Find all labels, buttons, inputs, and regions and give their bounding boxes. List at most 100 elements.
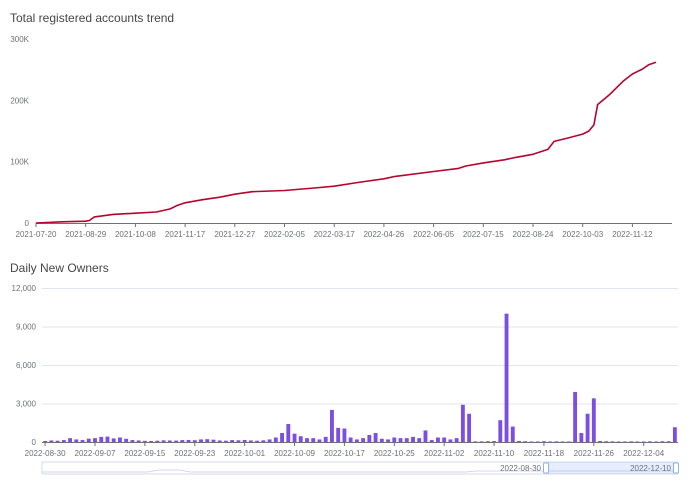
bar bbox=[504, 313, 509, 442]
bar bbox=[492, 441, 496, 442]
zoom-selected-range[interactable] bbox=[546, 462, 676, 474]
x-tick-label: 2021-08-29 bbox=[65, 230, 106, 239]
x-tick-label: 2022-09-07 bbox=[75, 449, 116, 458]
bar bbox=[317, 439, 322, 442]
bar bbox=[660, 441, 665, 442]
bar bbox=[286, 424, 291, 442]
bar bbox=[654, 441, 659, 442]
y-tick-label: 100K bbox=[10, 158, 29, 167]
y-tick-label: 0 bbox=[32, 438, 37, 447]
bar bbox=[585, 413, 590, 442]
y-tick-label: 9,000 bbox=[16, 323, 37, 332]
bar bbox=[130, 440, 135, 442]
bar bbox=[267, 439, 272, 442]
bar bbox=[86, 438, 91, 442]
bar bbox=[330, 409, 334, 442]
bar bbox=[80, 440, 85, 442]
bar bbox=[192, 440, 197, 442]
bar bbox=[111, 438, 116, 442]
bar bbox=[61, 440, 66, 442]
bar bbox=[230, 440, 235, 442]
bar bbox=[93, 438, 97, 442]
bar bbox=[180, 440, 185, 442]
bar bbox=[411, 436, 415, 442]
bar bbox=[323, 436, 328, 442]
bar bbox=[498, 420, 503, 442]
bar bbox=[454, 438, 459, 442]
x-tick-label: 2022-06-05 bbox=[413, 230, 454, 239]
bar bbox=[566, 441, 571, 442]
bar bbox=[629, 441, 634, 442]
bar bbox=[648, 441, 652, 442]
zoom-end-label: 2022-12-10 bbox=[630, 464, 671, 473]
bar bbox=[436, 437, 440, 442]
bar bbox=[548, 441, 553, 442]
bar bbox=[99, 436, 104, 442]
x-tick-label: 2021-12-27 bbox=[214, 230, 255, 239]
bar bbox=[74, 439, 79, 442]
bar bbox=[255, 440, 260, 442]
bar bbox=[242, 439, 247, 442]
bar bbox=[261, 440, 266, 442]
bar bbox=[542, 441, 546, 442]
accounts-trend-chart: 0 100K 200K 300K 2021-07-20 2021-08-29 2021-10… bbox=[10, 35, 672, 239]
x-tick-label: 2022-10-09 bbox=[274, 449, 315, 458]
zoom-start-handle[interactable] bbox=[543, 462, 549, 474]
bar bbox=[604, 441, 609, 442]
bar bbox=[305, 438, 309, 442]
x-tick-label: 2022-10-17 bbox=[324, 449, 365, 458]
x-tick-label: 2022-12-04 bbox=[623, 449, 664, 458]
x-tick-label: 2022-08-24 bbox=[513, 230, 554, 239]
zoom-preview-line bbox=[42, 469, 678, 473]
x-tick-label: 2022-07-15 bbox=[463, 230, 504, 239]
x-tick-label: 2022-11-18 bbox=[524, 449, 565, 458]
bar bbox=[479, 441, 484, 442]
bar bbox=[535, 441, 540, 442]
bar bbox=[579, 433, 584, 442]
bar bbox=[442, 437, 447, 442]
bar bbox=[529, 441, 534, 442]
bar bbox=[517, 440, 521, 442]
bar bbox=[641, 441, 646, 442]
trend-chart-title: Total registered accounts trend bbox=[10, 11, 175, 25]
bar bbox=[124, 438, 129, 442]
bar bbox=[342, 428, 347, 442]
bar bbox=[49, 440, 54, 442]
bar bbox=[118, 437, 122, 442]
bar bbox=[373, 433, 378, 442]
bar bbox=[248, 440, 253, 442]
bar bbox=[485, 441, 490, 442]
bar bbox=[573, 391, 578, 442]
bar bbox=[161, 440, 166, 442]
bar bbox=[386, 439, 390, 442]
bar bbox=[623, 441, 627, 442]
bar bbox=[423, 430, 428, 442]
y-tick-label: 0 bbox=[25, 219, 30, 228]
bar bbox=[186, 439, 191, 442]
x-tick-label: 2022-09-23 bbox=[174, 449, 215, 458]
x-tick-label: 2022-10-25 bbox=[374, 449, 415, 458]
bar bbox=[199, 439, 203, 442]
zoom-start-label: 2022-08-30 bbox=[500, 464, 541, 473]
bar bbox=[136, 440, 141, 442]
x-tick-label: 2022-11-12 bbox=[612, 230, 653, 239]
x-tick-label: 2022-11-02 bbox=[424, 449, 465, 458]
bar bbox=[429, 440, 434, 442]
bar bbox=[635, 441, 640, 442]
bar bbox=[336, 427, 341, 442]
x-tick-label: 2022-04-26 bbox=[363, 230, 404, 239]
accounts-series-line bbox=[35, 61, 657, 224]
x-tick-label: 2022-08-30 bbox=[25, 449, 66, 458]
bar bbox=[273, 437, 278, 442]
x-tick-label: 2022-11-26 bbox=[574, 449, 615, 458]
bar bbox=[473, 441, 478, 442]
bar bbox=[460, 404, 465, 442]
x-tick-label: 2022-03-17 bbox=[314, 230, 355, 239]
zoom-end-handle[interactable] bbox=[673, 462, 679, 474]
bar bbox=[554, 441, 559, 442]
x-tick-label: 2022-02-05 bbox=[264, 230, 305, 239]
y-tick-label: 300K bbox=[10, 35, 29, 44]
bar bbox=[354, 439, 359, 442]
bar bbox=[211, 439, 216, 442]
x-tick-label: 2022-10-01 bbox=[224, 449, 265, 458]
